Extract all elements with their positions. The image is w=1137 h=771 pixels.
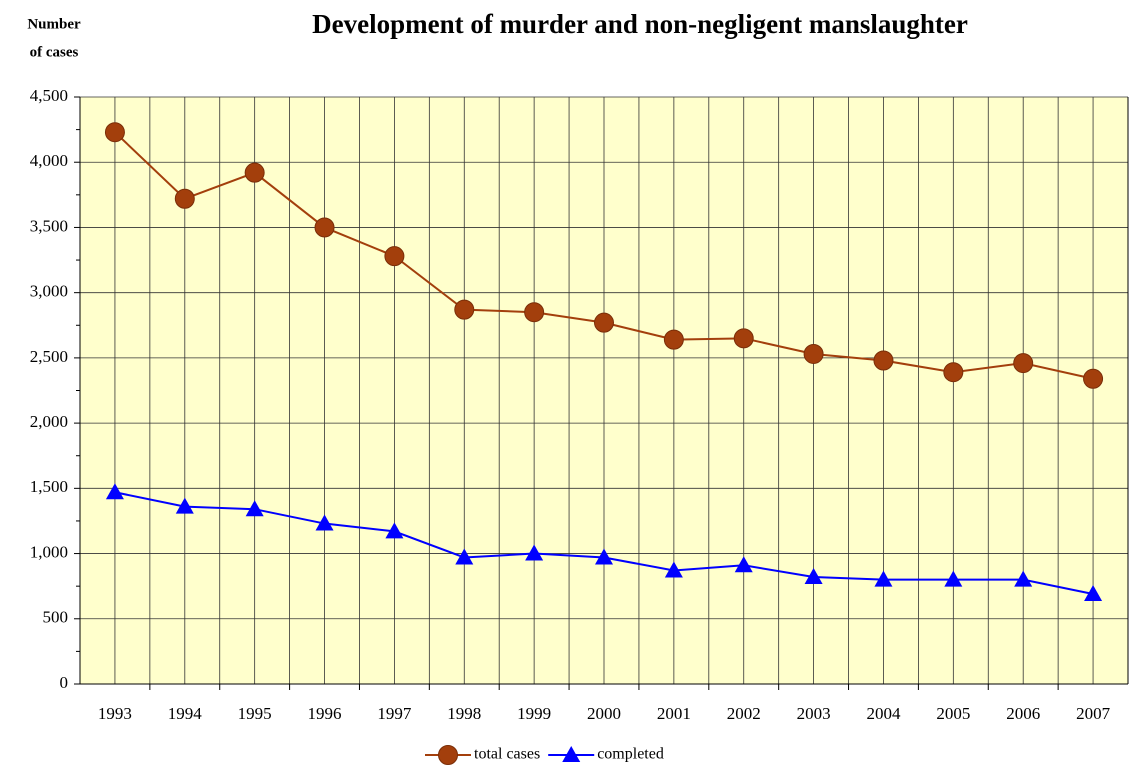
y-tick-label: 3,000 bbox=[30, 282, 68, 301]
marker bbox=[175, 497, 194, 514]
y-tick-label: 0 bbox=[60, 673, 69, 692]
x-tick-label: 2002 bbox=[727, 704, 761, 723]
marker bbox=[562, 746, 581, 762]
marker bbox=[524, 302, 545, 323]
x-tick-label: 2003 bbox=[797, 704, 831, 723]
marker bbox=[804, 568, 823, 585]
marker bbox=[385, 522, 404, 539]
marker bbox=[664, 561, 683, 578]
x-tick-label: 2001 bbox=[657, 704, 691, 723]
marker bbox=[734, 556, 753, 573]
marker bbox=[384, 246, 405, 267]
y-tick-label: 1,000 bbox=[30, 542, 68, 561]
marker bbox=[944, 570, 963, 587]
marker bbox=[454, 299, 475, 320]
marker bbox=[174, 188, 195, 209]
legend-label: completed bbox=[597, 746, 664, 763]
marker bbox=[105, 483, 124, 500]
y-axis-label: of cases bbox=[30, 44, 79, 60]
y-tick-label: 3,500 bbox=[30, 216, 68, 235]
x-tick-label: 1997 bbox=[377, 704, 412, 723]
x-tick-label: 2000 bbox=[587, 704, 621, 723]
chart-title: Development of murder and non-negligent … bbox=[312, 9, 968, 39]
marker bbox=[1013, 353, 1034, 374]
marker bbox=[873, 350, 894, 371]
x-tick-label: 1993 bbox=[98, 704, 132, 723]
x-tick-label: 2007 bbox=[1076, 704, 1111, 723]
marker bbox=[594, 312, 614, 333]
x-tick-label: 1998 bbox=[447, 704, 481, 723]
marker bbox=[663, 329, 684, 350]
x-tick-label: 2005 bbox=[936, 704, 970, 723]
x-tick-label: 1999 bbox=[517, 704, 551, 723]
y-tick-label: 4,500 bbox=[30, 86, 68, 105]
marker bbox=[455, 548, 474, 565]
marker bbox=[315, 514, 334, 531]
x-tick-label: 1995 bbox=[238, 704, 272, 723]
x-tick-label: 1996 bbox=[308, 704, 342, 723]
marker bbox=[438, 745, 458, 765]
marker bbox=[525, 544, 544, 561]
x-tick-label: 2004 bbox=[866, 704, 901, 723]
y-tick-label: 2,000 bbox=[30, 412, 68, 431]
y-tick-label: 4,000 bbox=[30, 151, 68, 170]
marker bbox=[1084, 584, 1103, 601]
y-tick-label: 1,500 bbox=[30, 477, 68, 496]
y-tick-label: 500 bbox=[43, 608, 69, 627]
x-tick-label: 2006 bbox=[1006, 704, 1040, 723]
y-tick-label: 2,500 bbox=[30, 347, 68, 366]
marker bbox=[1083, 368, 1104, 389]
marker bbox=[943, 362, 964, 383]
marker bbox=[803, 343, 824, 364]
y-axis-label: Number bbox=[27, 16, 81, 32]
marker bbox=[733, 328, 754, 349]
marker bbox=[245, 500, 264, 517]
legend-label: total cases bbox=[474, 746, 540, 763]
marker bbox=[1014, 570, 1033, 587]
marker bbox=[314, 217, 335, 238]
marker bbox=[244, 162, 265, 183]
marker bbox=[595, 548, 613, 565]
marker bbox=[874, 570, 893, 587]
marker bbox=[104, 122, 125, 143]
x-tick-label: 1994 bbox=[168, 704, 203, 723]
